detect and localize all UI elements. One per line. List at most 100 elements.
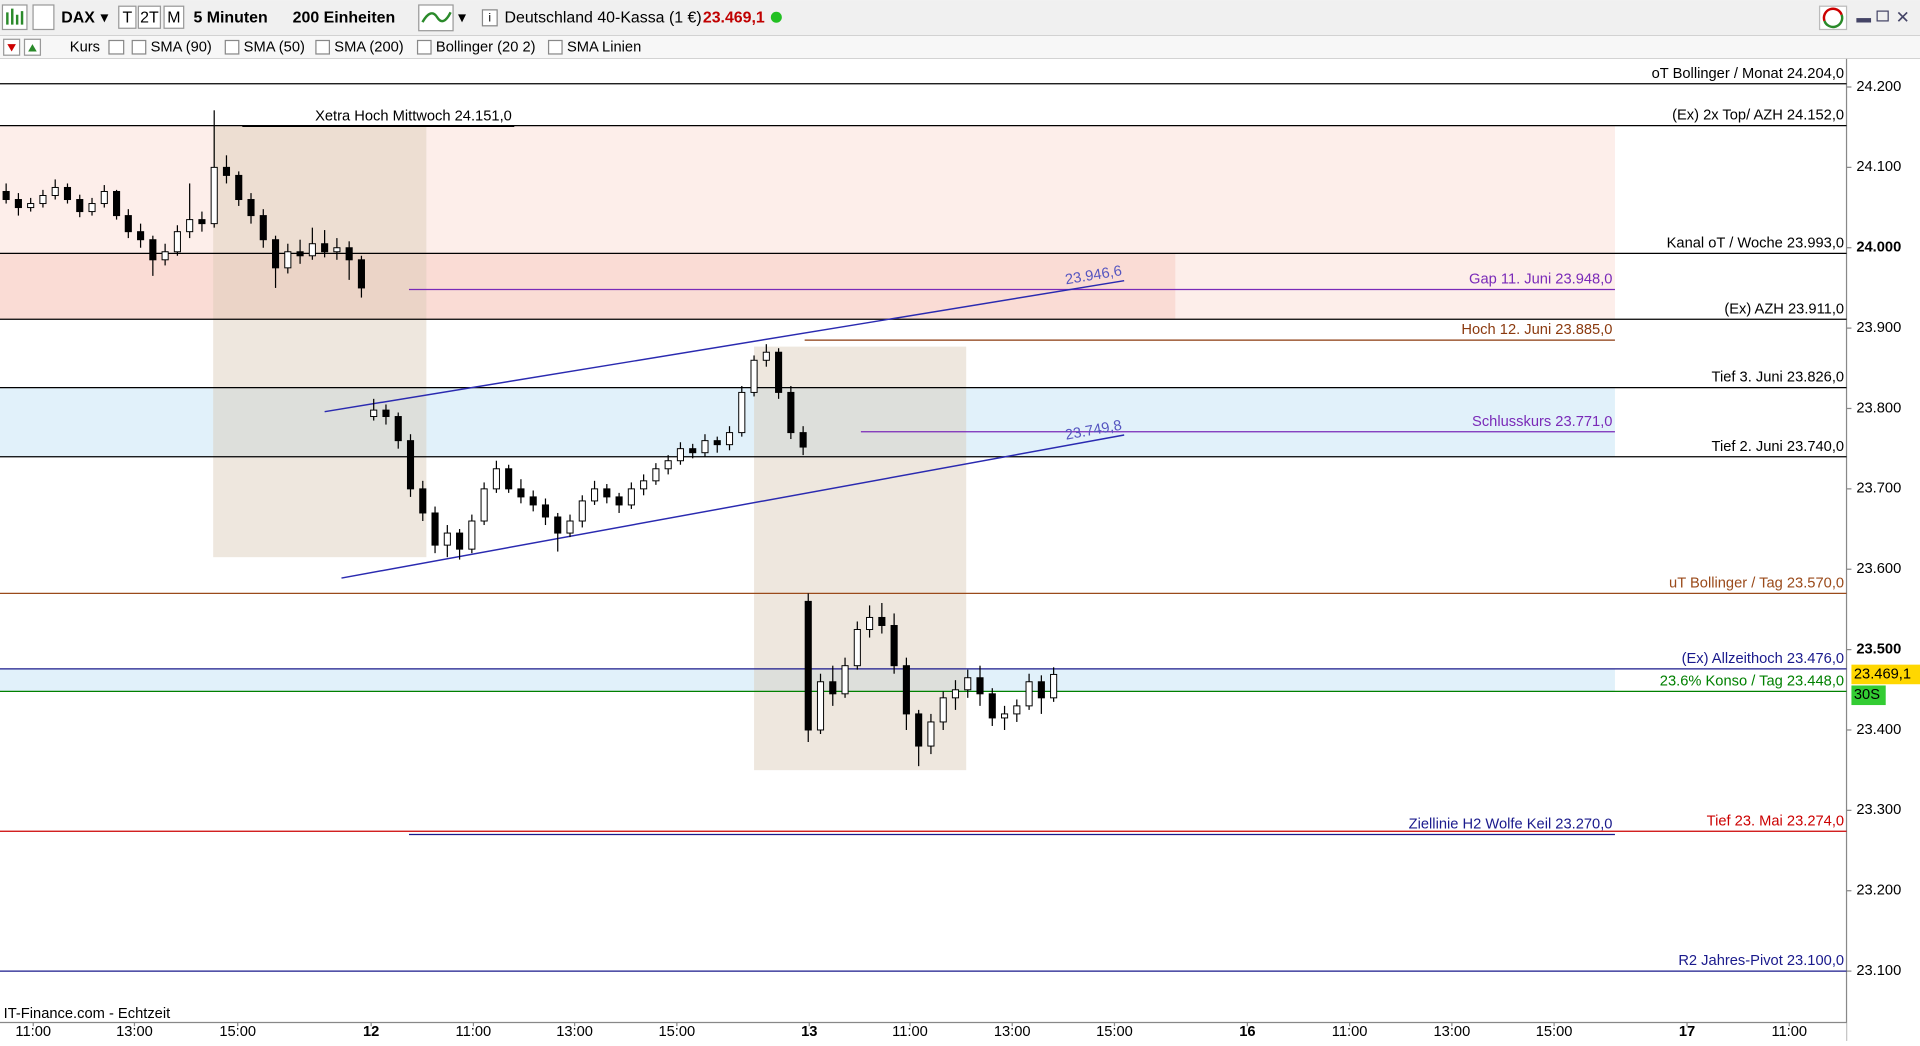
- candle-body: [627, 488, 635, 506]
- level-label: Schlusskurs 23.771,0: [1472, 414, 1612, 430]
- last-price-box: [1851, 664, 1920, 685]
- candle-body: [787, 391, 795, 434]
- level-label: Ziellinie H2 Wolfe Keil 23.270,0: [1409, 817, 1613, 833]
- candle-body: [664, 460, 672, 470]
- candle-body: [2, 190, 10, 201]
- dropdown-arrow: ▾: [100, 10, 108, 27]
- zone: [213, 125, 427, 558]
- x-tick-label: 12: [363, 1024, 379, 1040]
- candle-body: [419, 488, 427, 514]
- candle-body: [890, 625, 898, 667]
- candle-body: [247, 199, 255, 217]
- close-button[interactable]: ✕: [1896, 7, 1910, 27]
- list-icon[interactable]: [108, 39, 125, 55]
- candle-body: [137, 231, 145, 241]
- x-tick-label: 11:00: [15, 1024, 51, 1040]
- candle-body: [345, 247, 353, 261]
- symbol[interactable]: DAX: [61, 10, 95, 27]
- checkbox[interactable]: [131, 39, 147, 55]
- indicator-label: SMA (200): [334, 40, 403, 56]
- candle-body: [161, 251, 169, 261]
- status-dot: [770, 11, 782, 23]
- candle-body: [271, 239, 280, 269]
- candle-body: [1000, 713, 1009, 719]
- candle-body: [333, 247, 341, 253]
- settings-icon[interactable]: [32, 4, 55, 31]
- zone: [0, 253, 1176, 320]
- source-label: IT-Finance.com - Echtzeit: [4, 1006, 171, 1022]
- candle-body: [689, 448, 697, 454]
- candle-body: [406, 440, 415, 490]
- candle-body: [816, 681, 825, 731]
- indicator-label: SMA (90): [151, 40, 212, 56]
- candle-body: [554, 516, 562, 534]
- level-label: Tief 3. Juni 23.826,0: [1712, 370, 1845, 386]
- level-label: Tief 23. Mai 23.274,0: [1707, 813, 1844, 829]
- candle-body: [308, 243, 316, 257]
- y-tick-label: 24.200: [1856, 79, 1901, 95]
- candle-body: [1050, 673, 1058, 699]
- instrument: Deutschland 40-Kassa (1 €): [504, 10, 701, 27]
- checkbox[interactable]: [547, 39, 563, 55]
- candle-body: [750, 359, 758, 393]
- candle-body: [51, 186, 59, 196]
- candle-body: [357, 259, 365, 289]
- level-label: oT Bollinger / Monat 24.204,0: [1652, 66, 1844, 82]
- candle-body: [640, 480, 648, 490]
- timer-label: 30S: [1854, 687, 1880, 703]
- interval[interactable]: 5 Minuten: [193, 10, 267, 27]
- candle-body: [113, 190, 121, 217]
- y-tick-label: 23.700: [1856, 481, 1901, 497]
- checkbox[interactable]: [416, 39, 432, 55]
- candle-body: [431, 512, 439, 546]
- candle-body: [88, 203, 96, 213]
- candle-body: [799, 432, 807, 448]
- candle-body: [284, 251, 292, 269]
- candle-body: [1013, 705, 1021, 715]
- candle-body: [529, 496, 537, 506]
- candle-body: [14, 199, 22, 209]
- level-label: 23.6% Konso / Tag 23.448,0: [1660, 673, 1844, 689]
- last-price-label: 23.469,1: [1854, 666, 1911, 682]
- period-button[interactable]: [163, 5, 185, 29]
- zone: [754, 346, 967, 771]
- level-label: (Ex) Allzeithoch 23.476,0: [1682, 651, 1844, 667]
- x-tick-label: 11:00: [456, 1024, 492, 1040]
- period-button[interactable]: [137, 5, 162, 29]
- candle-body: [235, 174, 243, 201]
- info-icon[interactable]: [481, 9, 498, 27]
- level-label: R2 Jahres-Pivot 23.100,0: [1678, 953, 1844, 969]
- time-axis: [0, 1022, 1847, 1041]
- candle-body: [222, 166, 231, 176]
- candle-body: [1025, 681, 1033, 707]
- x-tick-label: 13:00: [994, 1024, 1031, 1040]
- checkbox[interactable]: [224, 39, 240, 55]
- info-glyph: i: [488, 11, 491, 25]
- period-button[interactable]: [118, 5, 137, 29]
- units[interactable]: 200 Einheiten: [293, 10, 396, 27]
- level-label: uT Bollinger / Tag 23.570,0: [1669, 575, 1844, 591]
- minimize-button[interactable]: ▬: [1856, 10, 1871, 26]
- candle-body: [321, 243, 329, 253]
- indicator-label: Bollinger (20 2): [436, 40, 536, 56]
- candle-body: [829, 681, 837, 695]
- candle-body: [124, 215, 132, 233]
- x-tick-label: 17: [1679, 1024, 1695, 1040]
- candle-body: [149, 239, 157, 261]
- candle-body: [615, 496, 623, 506]
- candle-body: [652, 468, 660, 482]
- candle-body: [804, 600, 812, 731]
- candle-body: [27, 203, 35, 209]
- toolbar: [0, 0, 1920, 36]
- candle-body: [841, 665, 849, 695]
- restore-button[interactable]: [1876, 10, 1889, 22]
- checkbox[interactable]: [315, 39, 330, 55]
- candle-body: [39, 195, 47, 205]
- dropdown-arrow: ▾: [458, 10, 466, 27]
- x-tick-label: 13:00: [116, 1024, 153, 1040]
- y-tick-label: 23.300: [1856, 802, 1901, 818]
- candle-body: [210, 166, 218, 225]
- candle-body: [590, 488, 599, 502]
- candle-body: [578, 500, 586, 522]
